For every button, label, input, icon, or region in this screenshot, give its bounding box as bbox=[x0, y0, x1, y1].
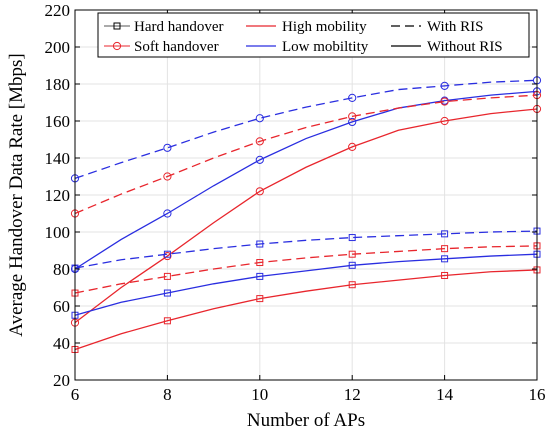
y-tick-label: 20 bbox=[53, 371, 70, 390]
data-point-square bbox=[163, 317, 171, 325]
data-point-circle bbox=[163, 143, 172, 152]
y-tick-labels: 20 40 60 80 100 120 140 160 180 200 220 bbox=[45, 1, 71, 390]
legend-label: With RIS bbox=[427, 19, 483, 35]
data-point-circle bbox=[348, 93, 357, 102]
x-tick-labels: 6 8 10 12 14 16 bbox=[71, 385, 546, 404]
y-axis-label: Average Handover Data Rate [Mbps] bbox=[6, 53, 27, 336]
series-line bbox=[74, 79, 538, 179]
y-tick-label: 160 bbox=[45, 112, 71, 131]
legend-label: Without RIS bbox=[427, 39, 503, 55]
y-tick-label: 120 bbox=[45, 186, 71, 205]
legend: Hard handover Soft handover High mobility L… bbox=[97, 12, 530, 58]
y-tick-label: 220 bbox=[45, 1, 71, 20]
data-point-square bbox=[256, 272, 264, 280]
data-point-square bbox=[163, 272, 171, 280]
y-tick-label: 80 bbox=[53, 260, 70, 279]
data-point-square bbox=[348, 261, 356, 269]
y-tick-label: 100 bbox=[45, 223, 71, 242]
data-point-circle bbox=[440, 81, 449, 90]
y-tick-label: 60 bbox=[53, 297, 70, 316]
x-tick-label: 14 bbox=[436, 385, 454, 404]
series-low-hard-noris bbox=[71, 250, 541, 319]
data-point-square bbox=[256, 295, 264, 303]
data-point-circle bbox=[163, 172, 172, 181]
x-axis-label: Number of APs bbox=[247, 410, 365, 431]
data-point-square bbox=[163, 250, 171, 258]
data-point-square bbox=[256, 240, 264, 248]
y-tick-label: 40 bbox=[53, 334, 70, 353]
x-tick-label: 10 bbox=[251, 385, 268, 404]
series-line bbox=[74, 253, 538, 316]
series-high-hard-noris bbox=[71, 266, 541, 353]
x-tick-label: 8 bbox=[163, 385, 172, 404]
data-point-circle bbox=[163, 251, 172, 261]
legend-symbol-marker-circle bbox=[104, 41, 130, 51]
data-point-square bbox=[348, 234, 356, 242]
x-tick-label: 6 bbox=[71, 385, 80, 404]
series-low-soft-noris bbox=[70, 87, 542, 274]
series-low-soft-ris bbox=[70, 76, 542, 183]
data-point-circle bbox=[255, 187, 264, 196]
data-point-square bbox=[441, 271, 449, 279]
data-point-square bbox=[441, 255, 449, 263]
series-line bbox=[74, 245, 538, 294]
data-point-circle bbox=[348, 117, 357, 127]
series-line bbox=[74, 230, 538, 269]
x-tick-label: 16 bbox=[529, 385, 546, 404]
y-tick-label: 200 bbox=[45, 38, 71, 57]
plot-series bbox=[70, 76, 542, 353]
data-point-circle bbox=[348, 112, 357, 121]
y-tick-label: 140 bbox=[45, 149, 71, 168]
data-point-circle bbox=[440, 116, 449, 126]
legend-box bbox=[97, 12, 530, 58]
y-tick-label: 180 bbox=[45, 75, 71, 94]
data-point-circle bbox=[255, 155, 264, 164]
legend-symbol-marker-square bbox=[104, 22, 130, 30]
data-point-circle bbox=[440, 97, 449, 106]
data-point-circle bbox=[255, 114, 264, 123]
data-point-square bbox=[441, 230, 449, 238]
series-low-hard-ris bbox=[71, 227, 541, 272]
data-point-square bbox=[348, 250, 356, 258]
axis-ticks bbox=[74, 9, 538, 381]
data-point-square bbox=[163, 289, 171, 297]
x-tick-label: 12 bbox=[344, 385, 361, 404]
grid-lines bbox=[74, 9, 538, 381]
series-line bbox=[74, 269, 538, 351]
series-line bbox=[74, 108, 538, 324]
legend-label: Low mobiltity bbox=[282, 39, 369, 55]
series-line bbox=[74, 94, 538, 215]
series-high-soft-ris bbox=[70, 91, 542, 218]
data-point-circle bbox=[163, 209, 172, 218]
series-line bbox=[74, 90, 538, 270]
legend-label: Hard handover bbox=[134, 19, 224, 35]
data-point-square bbox=[441, 245, 449, 253]
data-point-circle bbox=[255, 137, 264, 146]
legend-label: High mobility bbox=[282, 19, 367, 35]
data-point-square bbox=[348, 281, 356, 289]
data-point-square bbox=[256, 259, 264, 267]
legend-label: Soft handover bbox=[134, 39, 219, 55]
data-point-circle bbox=[348, 142, 357, 151]
